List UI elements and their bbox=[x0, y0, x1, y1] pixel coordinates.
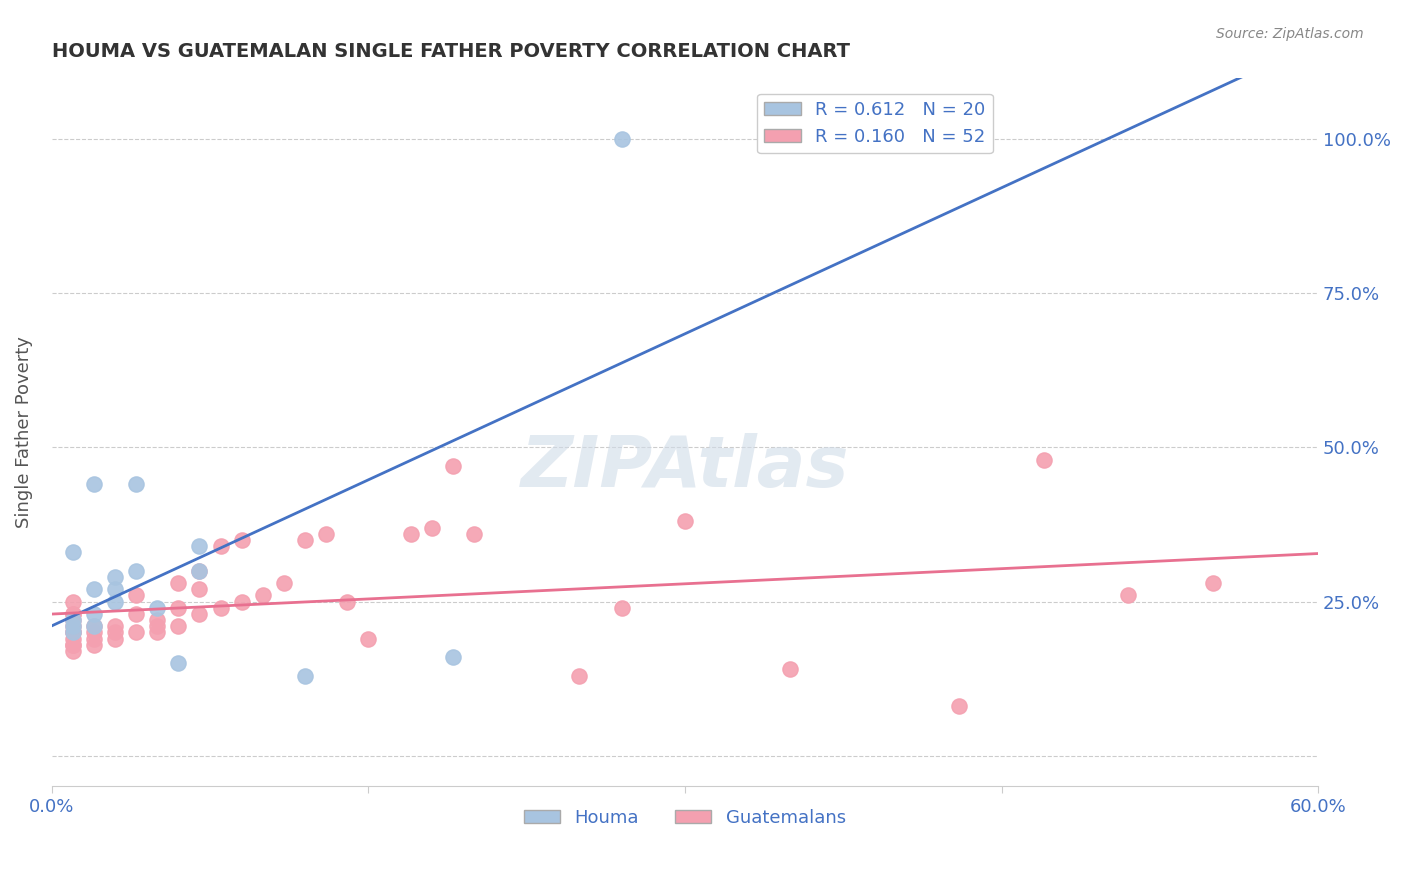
Point bbox=[948, 699, 970, 714]
Point bbox=[62, 625, 84, 640]
Point bbox=[252, 588, 274, 602]
Point bbox=[62, 607, 84, 621]
Point bbox=[188, 582, 211, 597]
Point bbox=[441, 458, 464, 473]
Point bbox=[273, 576, 295, 591]
Point bbox=[315, 526, 337, 541]
Point bbox=[188, 564, 211, 578]
Point bbox=[83, 619, 105, 633]
Point bbox=[420, 520, 443, 534]
Point bbox=[83, 477, 105, 491]
Point bbox=[188, 564, 211, 578]
Point bbox=[146, 625, 169, 640]
Point bbox=[673, 515, 696, 529]
Point bbox=[463, 526, 485, 541]
Point bbox=[610, 132, 633, 146]
Point bbox=[209, 600, 232, 615]
Point bbox=[83, 632, 105, 646]
Point bbox=[104, 570, 127, 584]
Text: ZIPAtlas: ZIPAtlas bbox=[520, 433, 849, 502]
Point bbox=[62, 613, 84, 627]
Point bbox=[146, 600, 169, 615]
Point bbox=[62, 625, 84, 640]
Point bbox=[167, 576, 190, 591]
Y-axis label: Single Father Poverty: Single Father Poverty bbox=[15, 336, 32, 528]
Point bbox=[1201, 576, 1223, 591]
Point bbox=[125, 588, 148, 602]
Point bbox=[209, 539, 232, 553]
Point bbox=[779, 662, 801, 676]
Point bbox=[294, 533, 316, 547]
Point bbox=[83, 625, 105, 640]
Point bbox=[62, 625, 84, 640]
Point bbox=[62, 638, 84, 652]
Point bbox=[62, 619, 84, 633]
Point bbox=[125, 564, 148, 578]
Point bbox=[83, 638, 105, 652]
Point bbox=[399, 526, 422, 541]
Point bbox=[125, 477, 148, 491]
Point bbox=[104, 625, 127, 640]
Point bbox=[231, 594, 253, 608]
Point bbox=[125, 625, 148, 640]
Point bbox=[1032, 452, 1054, 467]
Point bbox=[1116, 588, 1139, 602]
Point bbox=[146, 613, 169, 627]
Point bbox=[83, 619, 105, 633]
Text: Source: ZipAtlas.com: Source: ZipAtlas.com bbox=[1216, 27, 1364, 41]
Point bbox=[104, 619, 127, 633]
Point bbox=[83, 582, 105, 597]
Point bbox=[125, 607, 148, 621]
Text: HOUMA VS GUATEMALAN SINGLE FATHER POVERTY CORRELATION CHART: HOUMA VS GUATEMALAN SINGLE FATHER POVERT… bbox=[52, 42, 849, 61]
Point bbox=[104, 632, 127, 646]
Point bbox=[610, 600, 633, 615]
Point bbox=[62, 545, 84, 559]
Point bbox=[62, 607, 84, 621]
Point bbox=[336, 594, 359, 608]
Point bbox=[62, 594, 84, 608]
Point bbox=[104, 594, 127, 608]
Point bbox=[188, 539, 211, 553]
Point bbox=[231, 533, 253, 547]
Point bbox=[146, 619, 169, 633]
Point bbox=[568, 668, 591, 682]
Point bbox=[441, 650, 464, 665]
Point bbox=[62, 619, 84, 633]
Point bbox=[167, 600, 190, 615]
Point bbox=[357, 632, 380, 646]
Point bbox=[62, 613, 84, 627]
Point bbox=[104, 582, 127, 597]
Point bbox=[167, 656, 190, 670]
Point bbox=[167, 619, 190, 633]
Point bbox=[62, 644, 84, 658]
Point bbox=[294, 668, 316, 682]
Point bbox=[62, 638, 84, 652]
Point bbox=[188, 607, 211, 621]
Legend: Houma, Guatemalans: Houma, Guatemalans bbox=[517, 802, 853, 834]
Point bbox=[83, 607, 105, 621]
Point bbox=[62, 632, 84, 646]
